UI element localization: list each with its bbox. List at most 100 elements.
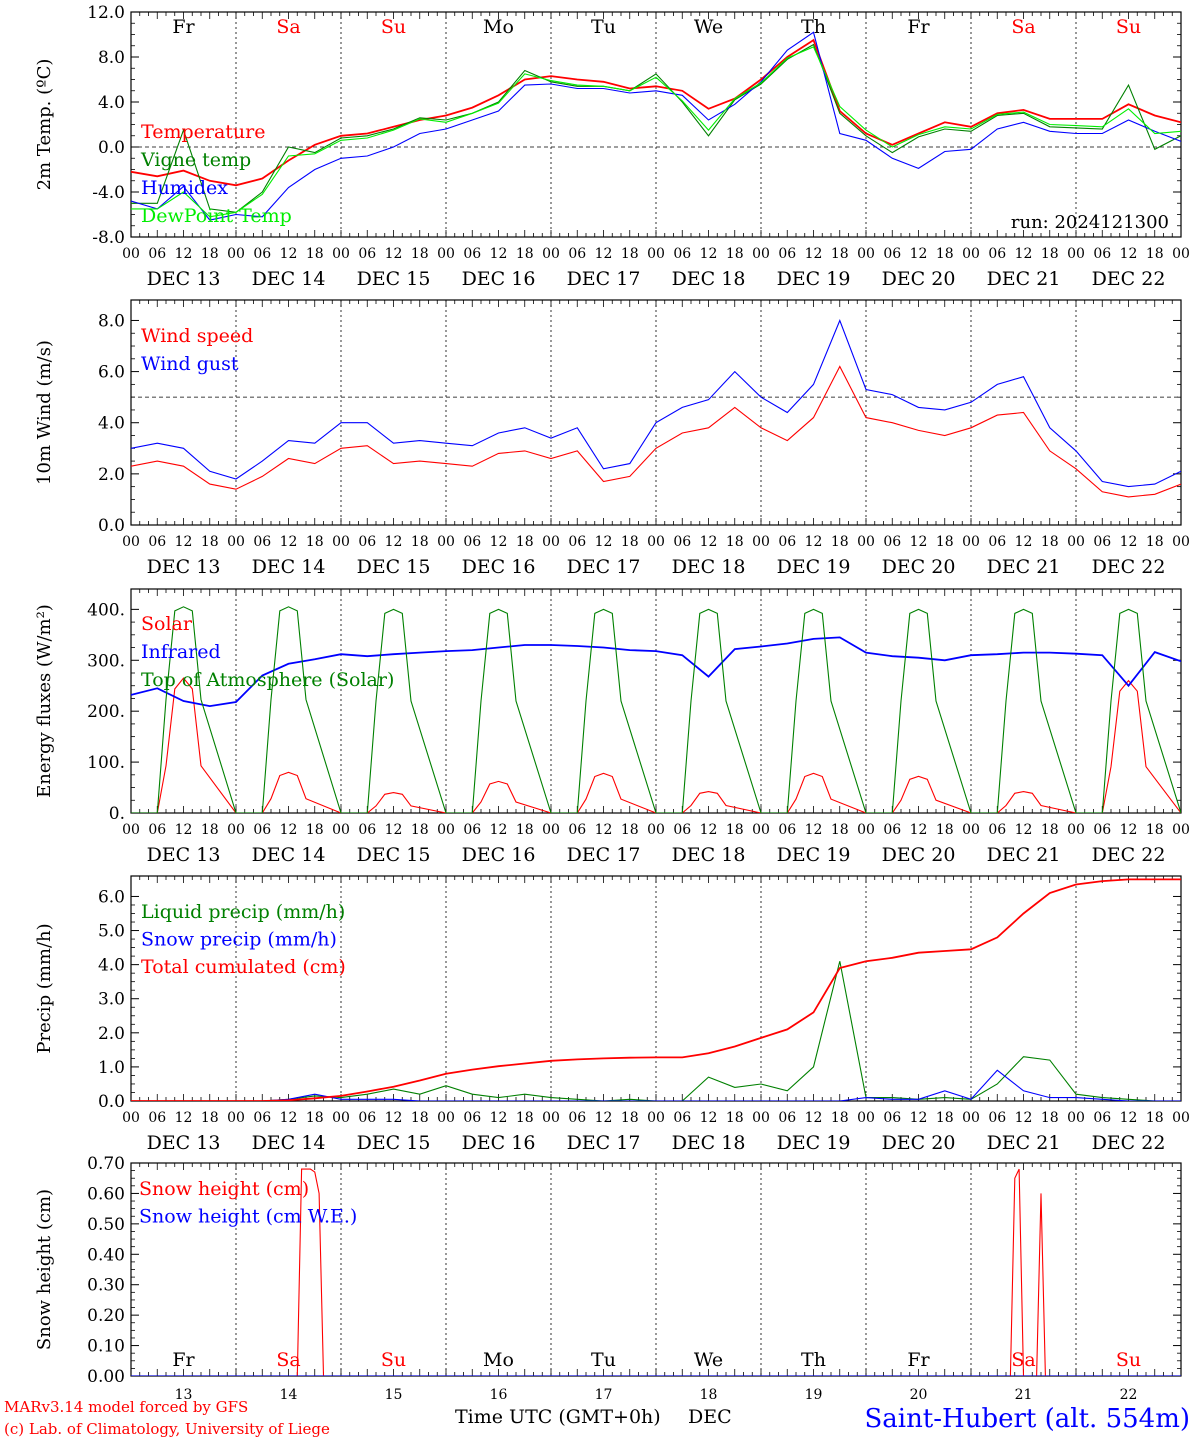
hour-label: 18 xyxy=(936,1110,954,1126)
hour-label: 06 xyxy=(673,246,691,262)
day-number: 15 xyxy=(385,1387,403,1403)
hour-label: 06 xyxy=(148,822,166,838)
hour-label: 18 xyxy=(831,822,849,838)
hour-label: 12 xyxy=(1015,822,1033,838)
y-tick-label: 6.0 xyxy=(98,887,125,907)
hour-label: 00 xyxy=(752,1110,770,1126)
y-tick-label: 0.0 xyxy=(98,138,125,158)
legend-entry: Snow height (cm W.E.) xyxy=(139,1206,357,1228)
date-label: DEC 22 xyxy=(1092,1132,1166,1154)
station-title: Saint-Hubert (alt. 554m) xyxy=(864,1404,1190,1434)
hour-label: 18 xyxy=(306,1110,324,1126)
series-line-wind-gust xyxy=(131,319,1181,488)
hour-label: 06 xyxy=(358,534,376,550)
hour-label: 00 xyxy=(1067,534,1085,550)
hour-label: 00 xyxy=(962,534,980,550)
hour-label: 06 xyxy=(988,822,1006,838)
hour-label: 06 xyxy=(673,1110,691,1126)
date-label: DEC 15 xyxy=(357,1132,431,1154)
series-line-vigne-temp xyxy=(131,43,1181,213)
hour-label: 06 xyxy=(358,1110,376,1126)
hour-label: 06 xyxy=(673,534,691,550)
hour-label: 06 xyxy=(358,246,376,262)
y-tick-label: 2.0 xyxy=(98,465,125,485)
hour-label: 18 xyxy=(306,822,324,838)
y-tick-label: 6.0 xyxy=(98,363,125,383)
hour-label: 18 xyxy=(621,822,639,838)
date-label: DEC 20 xyxy=(882,844,956,866)
hour-label: 12 xyxy=(1120,1110,1138,1126)
month-label: DEC xyxy=(688,1406,732,1428)
hour-label: 06 xyxy=(148,246,166,262)
date-label: DEC 17 xyxy=(567,268,641,290)
hour-label: 06 xyxy=(463,246,481,262)
snow-plot-area xyxy=(131,1168,1181,1376)
hour-label: 06 xyxy=(148,1110,166,1126)
hour-label: 12 xyxy=(490,246,508,262)
hour-label: 18 xyxy=(1146,1110,1164,1126)
hour-label: 18 xyxy=(411,822,429,838)
hour-label: 00 xyxy=(227,1110,245,1126)
hour-label: 00 xyxy=(227,246,245,262)
date-label: DEC 15 xyxy=(357,556,431,578)
hour-label: 12 xyxy=(490,822,508,838)
hour-label: 00 xyxy=(857,822,875,838)
date-label: DEC 19 xyxy=(777,1132,851,1154)
hour-label: 06 xyxy=(778,822,796,838)
hour-label: 06 xyxy=(1093,246,1111,262)
hour-label: 12 xyxy=(910,1110,928,1126)
y-tick-label: 0.40 xyxy=(87,1245,125,1265)
hour-label: 00 xyxy=(1172,1110,1190,1126)
date-label: DEC 17 xyxy=(567,556,641,578)
day-number: 13 xyxy=(175,1387,193,1403)
hour-label: 06 xyxy=(568,1110,586,1126)
precip-plot-area xyxy=(131,878,1181,1101)
y-tick-label: 300. xyxy=(87,651,125,671)
run-annotation: run: 2024121300 xyxy=(1011,212,1169,233)
hour-label: 00 xyxy=(647,246,665,262)
date-label: DEC 19 xyxy=(777,556,851,578)
hour-label: 12 xyxy=(175,1110,193,1126)
hour-label: 18 xyxy=(1146,822,1164,838)
hour-label: 00 xyxy=(647,822,665,838)
temp-panel: -8.0 -4.0 0.0 4.0 8.0 12.0 2m Temp. (ºC) Temper… xyxy=(34,3,1190,290)
hour-label: 06 xyxy=(253,534,271,550)
hour-label: 00 xyxy=(1172,822,1190,838)
hour-label: 00 xyxy=(647,1110,665,1126)
hour-label: 00 xyxy=(437,1110,455,1126)
date-label: DEC 21 xyxy=(987,268,1061,290)
hour-label: 12 xyxy=(910,822,928,838)
day-name: Su xyxy=(381,1349,406,1371)
hour-label: 18 xyxy=(201,246,219,262)
hour-label: 00 xyxy=(542,1110,560,1126)
hour-label: 06 xyxy=(463,822,481,838)
hour-label: 00 xyxy=(122,534,140,550)
y-tick-label: 4.0 xyxy=(98,956,125,976)
y-tick-label: 3.0 xyxy=(98,990,125,1010)
legend-entry: Snow precip (mm/h) xyxy=(141,929,337,951)
y-tick-label: 1.0 xyxy=(98,1058,125,1078)
series-line-snow-height-cm- xyxy=(131,1168,1181,1376)
hour-label: 00 xyxy=(1067,1110,1085,1126)
hour-label: 18 xyxy=(201,534,219,550)
hour-label: 18 xyxy=(621,534,639,550)
series-line-wind-speed xyxy=(131,365,1181,498)
date-label: DEC 15 xyxy=(357,844,431,866)
credit-line-1: MARv3.14 model forced by GFS xyxy=(4,1398,248,1416)
hour-label: 12 xyxy=(280,534,298,550)
day-number: 21 xyxy=(1015,1387,1033,1403)
day-name: Th xyxy=(801,16,826,38)
day-name: Su xyxy=(1116,16,1141,38)
hour-label: 18 xyxy=(516,534,534,550)
hour-label: 12 xyxy=(595,534,613,550)
hour-label: 00 xyxy=(227,822,245,838)
hour-label: 00 xyxy=(437,822,455,838)
day-number: 14 xyxy=(280,1387,298,1403)
legend-entry: Solar xyxy=(141,613,193,635)
date-label: DEC 21 xyxy=(987,844,1061,866)
y-tick-label: -4.0 xyxy=(92,183,125,203)
hour-label: 06 xyxy=(253,1110,271,1126)
precip-panel: 0.0 1.0 2.0 3.0 4.0 5.0 6.0 Precip (mm/h) Liquid… xyxy=(34,875,1190,1154)
hour-label: 00 xyxy=(122,246,140,262)
